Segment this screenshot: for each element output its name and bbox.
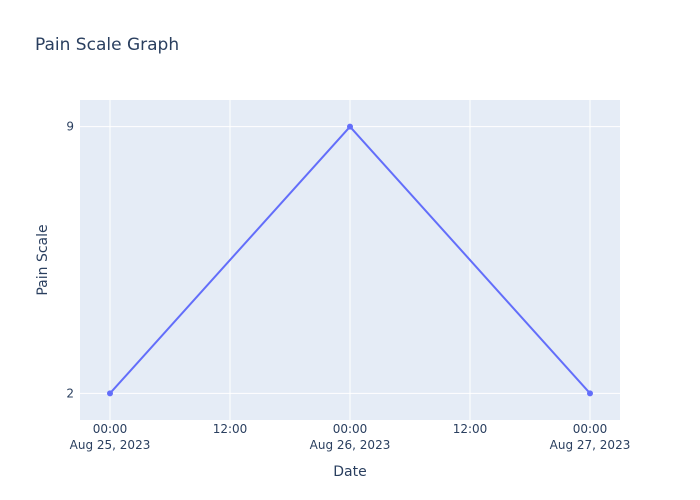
data-point[interactable] [587, 390, 593, 397]
y-axis-title: Pain Scale [35, 224, 51, 295]
x-axis-title: Date [333, 464, 366, 480]
y-tick-label: 9 [66, 120, 74, 134]
data-point[interactable] [107, 390, 113, 397]
series-layer [107, 123, 593, 397]
x-tick-label: 00:00 [333, 422, 368, 436]
x-tick-label: 00:00 [93, 422, 128, 436]
data-point[interactable] [347, 123, 353, 130]
x-tick-date-label: Aug 26, 2023 [310, 438, 391, 452]
chart-title: Pain Scale Graph [35, 35, 179, 55]
x-tick-label: 12:00 [453, 422, 488, 436]
x-tick-date-label: Aug 25, 2023 [70, 438, 151, 452]
x-tick-label: 12:00 [213, 422, 248, 436]
y-tick-label: 2 [66, 386, 74, 400]
tick-labels: 00:00 Aug 25, 2023 12:00 00:00 Aug 26, 2023 1… [66, 120, 630, 452]
x-tick-label: 00:00 [573, 422, 608, 436]
x-tick-date-label: Aug 27, 2023 [550, 438, 631, 452]
